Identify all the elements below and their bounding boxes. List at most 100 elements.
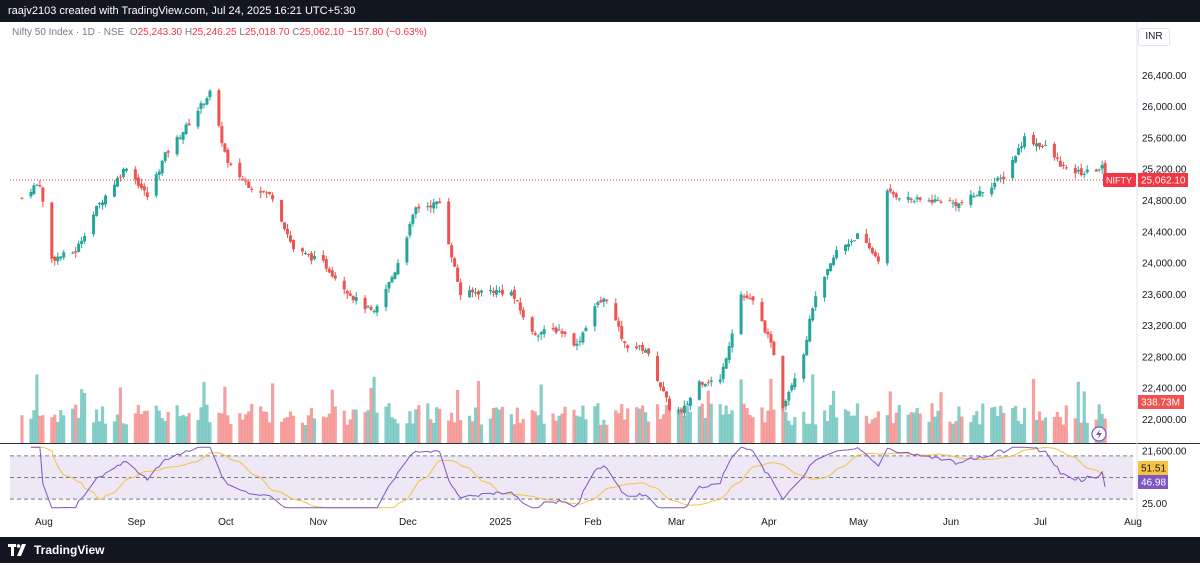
volume-bar bbox=[700, 403, 704, 443]
volume-bar bbox=[1073, 418, 1077, 443]
volume-bar bbox=[635, 407, 639, 443]
volume-bar bbox=[560, 413, 564, 443]
volume-bar bbox=[620, 404, 624, 443]
volume-bar bbox=[742, 403, 746, 443]
candle-body bbox=[1037, 142, 1041, 147]
candle-body bbox=[453, 258, 457, 267]
candle-body bbox=[814, 296, 818, 308]
volume-bar bbox=[584, 419, 588, 443]
candle-body bbox=[456, 267, 460, 282]
volume-bar bbox=[220, 413, 224, 443]
volume-bar bbox=[981, 403, 985, 443]
candle-body bbox=[474, 292, 478, 294]
candle-body bbox=[742, 296, 746, 298]
candle-body bbox=[563, 331, 567, 334]
candle-body bbox=[918, 197, 922, 200]
candle-body bbox=[1058, 160, 1062, 167]
candle-body bbox=[542, 329, 546, 335]
open-label: O bbox=[129, 27, 138, 38]
candle-body bbox=[593, 306, 597, 327]
volume-bar bbox=[488, 418, 493, 443]
volume-bar bbox=[706, 390, 710, 443]
candle-body bbox=[706, 382, 710, 384]
candle-body bbox=[330, 270, 334, 277]
candle-body bbox=[187, 123, 191, 126]
candle-body bbox=[664, 391, 668, 398]
x-tick-label: Jul bbox=[1034, 517, 1047, 528]
volume-bar bbox=[282, 418, 287, 443]
candle-body bbox=[948, 200, 952, 202]
volume-bar bbox=[500, 406, 504, 443]
candle-body bbox=[763, 320, 767, 333]
volume-bar bbox=[831, 390, 836, 443]
candle-body bbox=[721, 366, 725, 380]
volume-bar bbox=[834, 417, 839, 443]
candle-body bbox=[894, 193, 898, 198]
candle-body bbox=[354, 297, 358, 301]
volume-bar bbox=[596, 403, 600, 443]
volume-bar bbox=[473, 407, 478, 443]
candle-body bbox=[709, 380, 713, 383]
x-tick-label: Aug bbox=[1124, 517, 1142, 528]
candle-body bbox=[1100, 164, 1104, 169]
candle-body bbox=[518, 302, 522, 311]
candle-body bbox=[509, 292, 513, 296]
candle-body bbox=[280, 200, 284, 222]
volume-bar bbox=[244, 414, 248, 443]
candle-body bbox=[324, 259, 328, 269]
volume-bar bbox=[682, 416, 686, 443]
candle-body bbox=[659, 382, 663, 388]
candle-body bbox=[312, 255, 316, 260]
candle-body bbox=[184, 124, 188, 134]
candle-body bbox=[477, 291, 481, 295]
flash-icon[interactable] bbox=[1091, 426, 1107, 442]
volume-bar bbox=[390, 417, 394, 443]
candle-body bbox=[62, 252, 66, 258]
volume-bar bbox=[1034, 419, 1039, 443]
candle-body bbox=[408, 224, 412, 236]
volume-bar bbox=[626, 408, 630, 443]
volume-bar bbox=[870, 419, 874, 443]
candle-body bbox=[530, 317, 534, 332]
candle-body bbox=[667, 398, 671, 411]
volume-bar bbox=[721, 414, 725, 443]
volume-bar bbox=[432, 422, 436, 443]
volume-bar bbox=[1019, 424, 1024, 443]
candle-body bbox=[745, 295, 749, 299]
tradingview-logo[interactable]: TradingView bbox=[0, 537, 104, 563]
volume-bar bbox=[1043, 417, 1048, 443]
volume-bar bbox=[453, 422, 457, 443]
volume-bar bbox=[1037, 411, 1042, 443]
candle-body bbox=[303, 253, 307, 255]
volume-bar bbox=[599, 424, 603, 443]
candle-body bbox=[769, 334, 773, 343]
volume-bar bbox=[205, 404, 209, 443]
candle-body bbox=[960, 202, 964, 204]
candle-body bbox=[536, 335, 540, 337]
candle-body bbox=[160, 160, 164, 174]
candle-body bbox=[142, 186, 146, 191]
volume-bar bbox=[1064, 405, 1068, 443]
candle-body bbox=[351, 295, 355, 301]
volume-bar bbox=[638, 408, 642, 443]
candle-body bbox=[118, 176, 122, 178]
candle-body bbox=[852, 240, 856, 242]
candle-body bbox=[521, 309, 525, 318]
volume-bar bbox=[581, 405, 585, 443]
volume-bar bbox=[351, 409, 355, 443]
volume-bar bbox=[112, 421, 117, 443]
volume-bar bbox=[366, 410, 370, 443]
price-tick-label: 23,600.00 bbox=[1142, 290, 1187, 301]
price-chart[interactable]: 21,600.00 22,000.00 22,400.00 22,800.00 23,2… bbox=[0, 22, 1200, 537]
rsi-ma-value: 51.51 bbox=[1141, 464, 1166, 475]
volume-bar bbox=[957, 406, 961, 443]
candle-body bbox=[823, 276, 827, 298]
volume-bar bbox=[593, 406, 597, 443]
volume-bar bbox=[396, 423, 400, 443]
volume-bar bbox=[470, 421, 475, 443]
x-tick-label: Sep bbox=[127, 517, 145, 528]
currency-button[interactable]: INR bbox=[1138, 28, 1170, 46]
rsi-value-badge bbox=[1138, 475, 1168, 489]
volume-bar bbox=[781, 405, 785, 443]
candle-body bbox=[891, 192, 895, 195]
